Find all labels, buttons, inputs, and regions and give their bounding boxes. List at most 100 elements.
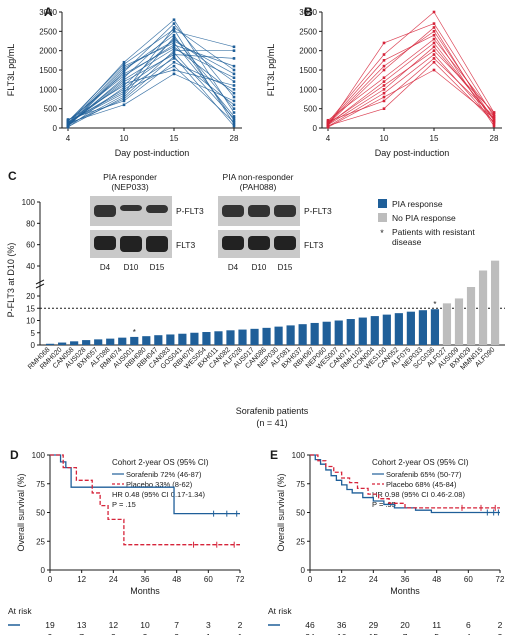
data-point xyxy=(232,120,236,124)
data-point xyxy=(122,89,126,93)
at-risk-count: 20 xyxy=(400,620,410,630)
y-tick-label: 60 xyxy=(26,241,35,250)
data-point xyxy=(432,53,436,56)
data-point xyxy=(382,80,386,83)
at-risk-count: 3 xyxy=(206,620,211,630)
legend-text-none: No PIA response xyxy=(392,213,456,223)
x-tick-label: 10 xyxy=(120,134,129,143)
data-point xyxy=(432,33,436,37)
data-point xyxy=(172,45,176,49)
flt3-label: FLT3 xyxy=(176,240,195,250)
bar xyxy=(370,316,379,345)
data-point xyxy=(232,107,236,110)
lane-label: D4 xyxy=(100,263,111,272)
legend-entry: Placebo 33% (8-62) xyxy=(126,480,193,489)
data-point xyxy=(326,120,330,123)
panel-letter-a: A xyxy=(44,5,53,19)
data-point xyxy=(232,45,236,49)
data-point xyxy=(122,64,126,68)
y-tick-label: 500 xyxy=(44,105,58,114)
data-point xyxy=(172,30,176,33)
data-point xyxy=(432,60,436,64)
y-axis-label: Overall survival (%) xyxy=(276,473,286,551)
y-tick-label: 0 xyxy=(31,341,36,350)
data-point xyxy=(232,57,236,60)
x-tick-label: 15 xyxy=(430,134,439,143)
y-tick-label: 2500 xyxy=(299,27,317,36)
pflt3-label: P-FLT3 xyxy=(176,206,204,216)
data-point xyxy=(122,82,126,85)
data-point xyxy=(172,53,176,56)
series-line xyxy=(327,69,495,128)
data-point xyxy=(382,91,386,95)
series-line xyxy=(67,65,235,123)
data-point xyxy=(432,68,436,72)
bar xyxy=(262,327,271,345)
at-risk-label: At risk xyxy=(8,606,32,616)
data-point xyxy=(172,18,176,22)
legend-text-resistant: Patients with resistant disease xyxy=(392,227,475,247)
km-curve xyxy=(50,454,240,546)
series-line xyxy=(67,57,235,123)
y-tick-label: 40 xyxy=(26,262,35,271)
bar xyxy=(478,270,488,345)
pflt3-band xyxy=(120,205,142,211)
bar xyxy=(70,341,79,345)
bar xyxy=(130,336,139,345)
data-point xyxy=(232,115,236,118)
data-point xyxy=(172,68,176,72)
y-tick-label: 100 xyxy=(22,198,36,207)
data-point xyxy=(232,49,236,52)
y-tick-label: 2000 xyxy=(299,47,317,56)
data-point xyxy=(172,39,176,43)
series-line xyxy=(67,34,235,127)
legend-text-pia: PIA response xyxy=(392,199,443,209)
x-tick-label: 28 xyxy=(490,134,499,143)
y-tick-label: 3000 xyxy=(299,8,317,17)
data-point xyxy=(232,124,236,128)
y-tick-label: 500 xyxy=(304,105,318,114)
x-tick-label: 0 xyxy=(308,575,313,584)
data-point xyxy=(232,118,236,122)
lane-label: D4 xyxy=(228,263,239,272)
legend-entry: Sorafenib 65% (50-77) xyxy=(386,470,462,479)
data-point xyxy=(432,30,436,33)
series-line xyxy=(67,44,235,121)
at-risk-count: 7 xyxy=(79,632,84,635)
data-point xyxy=(122,66,126,70)
data-point xyxy=(122,78,126,81)
series-line xyxy=(327,54,495,127)
data-point xyxy=(382,107,386,110)
y-tick-label: 15 xyxy=(26,304,35,313)
data-point xyxy=(122,97,126,101)
data-point xyxy=(492,120,496,124)
series-line xyxy=(327,23,495,126)
y-tick-label: 1500 xyxy=(299,66,317,75)
data-point xyxy=(432,45,436,49)
y-tick-label: 25 xyxy=(296,537,305,546)
y-tick-label: 0 xyxy=(301,566,306,575)
y-tick-label: 2500 xyxy=(39,27,57,36)
x-tick-label: 48 xyxy=(432,575,441,584)
at-risk-count: 2 xyxy=(498,620,503,630)
at-risk-count: 2 xyxy=(238,620,243,630)
bar xyxy=(142,336,151,345)
data-point xyxy=(66,121,70,125)
y-tick-label: 25 xyxy=(36,537,45,546)
pflt3-band xyxy=(222,205,244,217)
x-tick-label: 72 xyxy=(236,575,245,584)
km-curve xyxy=(310,454,500,509)
hazard-ratio: HR 0.48 (95% CI 0.17-1.34) xyxy=(112,490,205,499)
data-point xyxy=(122,86,126,89)
data-point xyxy=(66,125,70,129)
y-tick-label: 1000 xyxy=(299,85,317,94)
series-line xyxy=(327,38,495,121)
x-axis-label: Day post-induction xyxy=(375,148,450,158)
data-point xyxy=(492,111,496,114)
x-tick-label: 60 xyxy=(204,575,213,584)
data-point xyxy=(326,122,330,126)
y-tick-label: 3000 xyxy=(39,8,57,17)
blot-title: PIA responder xyxy=(103,172,157,182)
at-risk-count: 3 xyxy=(111,632,116,635)
